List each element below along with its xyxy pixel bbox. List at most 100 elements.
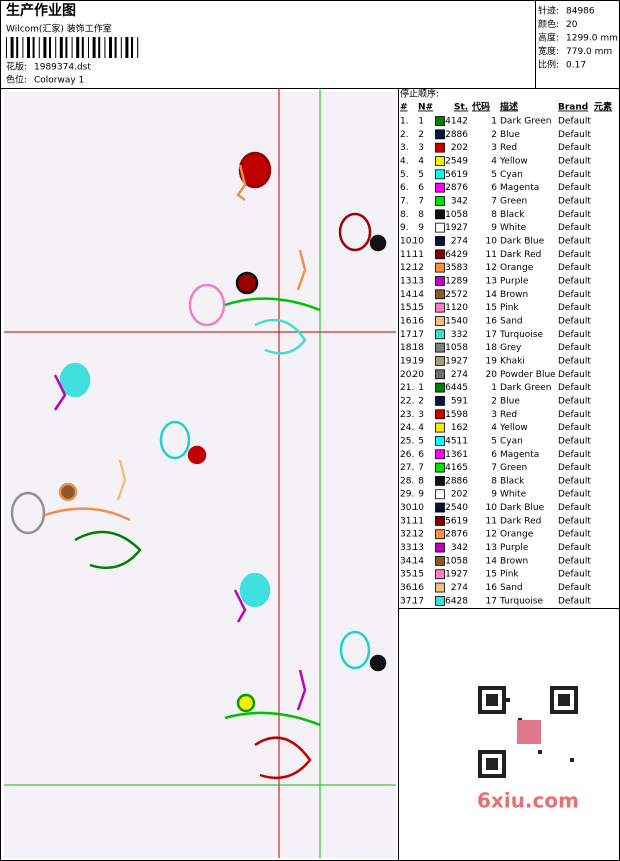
code: 7: [491, 196, 497, 206]
row-number: 30.: [400, 503, 414, 513]
brand: Default: [558, 143, 591, 153]
row-number: 25.: [400, 436, 414, 446]
code: 19: [486, 356, 498, 366]
code: 5: [491, 170, 497, 180]
code: 9: [491, 490, 497, 500]
brand: Default: [558, 516, 591, 526]
code: 17: [486, 596, 497, 606]
code: 20: [486, 370, 498, 380]
description: Dark Blue: [500, 503, 545, 513]
table-caption: 停止顺序:: [400, 88, 439, 100]
info-value: 20: [566, 20, 578, 30]
swatch: [435, 116, 445, 126]
swatch: [435, 316, 445, 326]
stitches: 2876: [445, 183, 468, 193]
row-number: 22.: [400, 396, 414, 406]
row-number: 24.: [400, 423, 414, 433]
stitches: 332: [451, 330, 468, 340]
column-header: 代码: [471, 101, 490, 113]
description: Magenta: [500, 183, 539, 193]
cloud: [59, 362, 91, 398]
description: Khaki: [500, 356, 525, 366]
row-number: 19.: [400, 356, 414, 366]
brand: Default: [558, 223, 591, 233]
brand: Default: [558, 236, 591, 246]
swatch: [435, 356, 445, 366]
swatch: [435, 209, 445, 220]
needle: 15: [413, 303, 424, 313]
swatch: [435, 595, 445, 606]
description: Cyan: [500, 170, 523, 180]
bar: [38, 37, 40, 58]
bar: [59, 37, 63, 58]
needle: 8: [418, 476, 424, 486]
brand: Default: [558, 330, 591, 340]
row-number: 32.: [400, 530, 414, 540]
bar: [120, 37, 122, 58]
stitches: 342: [451, 196, 468, 206]
bar: [109, 37, 112, 58]
stem: [224, 297, 321, 312]
needle: 7: [418, 463, 424, 473]
code: 4: [491, 423, 497, 433]
needle: 20: [413, 370, 425, 380]
brand: Default: [558, 570, 591, 580]
swatch: [435, 582, 445, 593]
bar: [104, 37, 106, 58]
barcode: [6, 37, 139, 58]
brand: Default: [558, 583, 591, 593]
qr-finder: [486, 758, 498, 770]
info-label: 针迹:: [538, 5, 559, 17]
cloud: [188, 283, 226, 327]
stem: [296, 669, 307, 711]
stitches: 1927: [445, 223, 468, 233]
description: Dark Green: [500, 117, 551, 127]
description: Blue: [500, 130, 520, 140]
color-table: # N# St. 代码 描述 Brand 元素1. 1 4142 1 Dark Green Defau…: [400, 101, 612, 607]
cloud: [338, 212, 372, 252]
bar: [125, 37, 129, 58]
flower: [58, 482, 78, 502]
label: 色位:: [6, 74, 27, 86]
stitches: 274: [451, 583, 468, 593]
row-number: 8.: [400, 210, 409, 220]
stitches: 2549: [445, 156, 468, 166]
bar: [22, 37, 24, 58]
description: Dark Red: [500, 250, 541, 260]
code: 14: [486, 290, 498, 300]
description: Green: [500, 463, 527, 473]
needle: 16: [413, 583, 425, 593]
swatch: [435, 222, 445, 233]
column-header: St.: [454, 103, 468, 113]
description: Black: [500, 476, 525, 486]
swatch: [435, 436, 445, 446]
info-label: 颜色:: [538, 18, 559, 30]
brand: Default: [558, 436, 591, 446]
bar: [92, 37, 96, 58]
code: 6: [491, 450, 497, 460]
description: Purple: [500, 276, 529, 286]
needle: 12: [413, 530, 424, 540]
description: Pink: [500, 303, 519, 313]
description: Dark Red: [500, 516, 541, 526]
swatch: [435, 129, 445, 140]
brand: Default: [558, 170, 591, 180]
row-number: 26.: [400, 450, 414, 460]
brand: Default: [558, 343, 591, 353]
needle: 4: [418, 156, 424, 166]
swatch: [435, 276, 445, 286]
bar: [65, 37, 68, 58]
code: 14: [486, 556, 498, 566]
bar: [114, 37, 117, 58]
label: 花版:: [6, 61, 27, 73]
needle: 11: [413, 516, 424, 526]
row-number: 10.: [400, 236, 414, 246]
row-number: 5.: [400, 170, 409, 180]
description: Red: [500, 410, 517, 420]
code: 4: [491, 156, 497, 166]
bar: [81, 37, 84, 58]
swatch: [435, 369, 445, 380]
brand: Default: [558, 596, 591, 606]
info-label: 高度:: [538, 32, 559, 44]
stitches: 2876: [445, 530, 468, 540]
